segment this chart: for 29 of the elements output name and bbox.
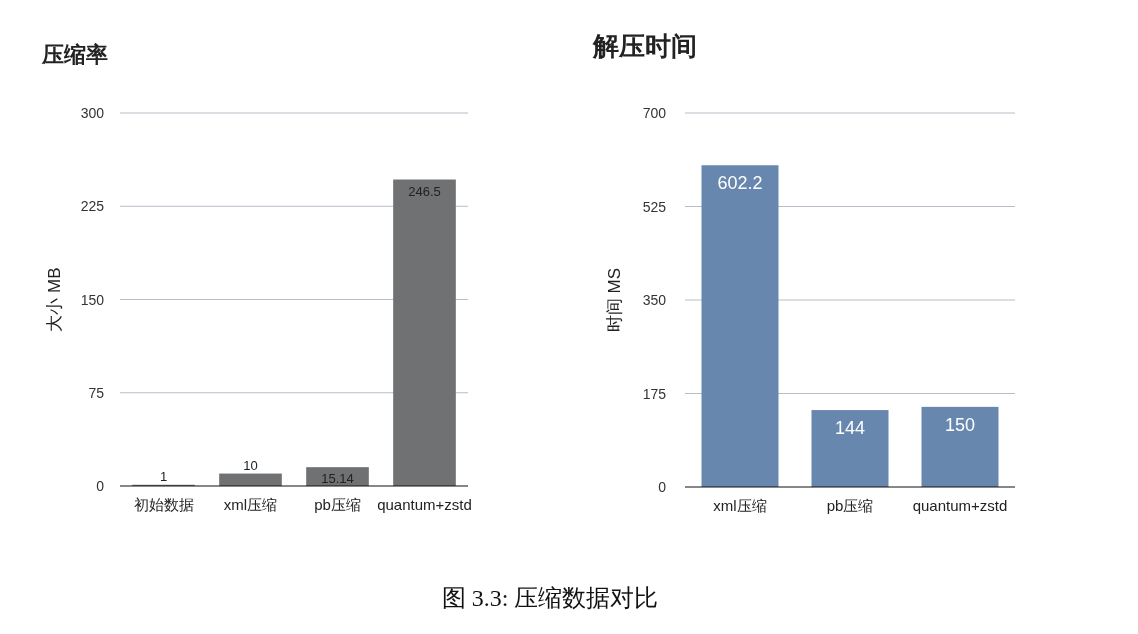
- y-tick-label: 700: [642, 105, 667, 121]
- y-tick-label: 300: [80, 105, 105, 121]
- data-label: 150: [944, 414, 976, 435]
- x-tick-label: xml压缩: [223, 496, 278, 513]
- x-tick-label: 初始数据: [133, 496, 194, 513]
- data-label: 1: [159, 468, 168, 484]
- chart-title: 解压时间: [592, 31, 697, 61]
- x-tick-label: quantum+zstd: [377, 496, 472, 513]
- x-tick-label: quantum+zstd: [912, 497, 1008, 514]
- y-tick-label: 0: [96, 478, 105, 494]
- data-label: 10: [243, 457, 258, 473]
- data-label: 15.14: [321, 471, 354, 487]
- y-tick-label: 0: [658, 479, 667, 495]
- data-label: 144: [834, 418, 866, 439]
- x-tick-label: xml压缩: [713, 497, 767, 514]
- y-tick-label: 350: [642, 292, 667, 308]
- data-label: 602.2: [717, 173, 763, 194]
- y-tick-label: 525: [642, 198, 667, 215]
- chart-title: 压缩率: [41, 42, 108, 67]
- x-tick-label: pb压缩: [314, 496, 361, 513]
- y-tick-label: 150: [80, 291, 105, 308]
- y-tick-label: 225: [80, 198, 105, 215]
- data-label: 246.5: [408, 183, 441, 199]
- caption: 图 3.3: 压缩数据对比: [441, 585, 659, 611]
- x-tick-label: pb压缩: [826, 497, 874, 514]
- y-axis-title: 大小 MB: [45, 267, 64, 332]
- y-tick-label: 175: [642, 385, 667, 402]
- y-axis-title: 时间 MS: [605, 267, 624, 333]
- y-tick-label: 75: [88, 384, 105, 401]
